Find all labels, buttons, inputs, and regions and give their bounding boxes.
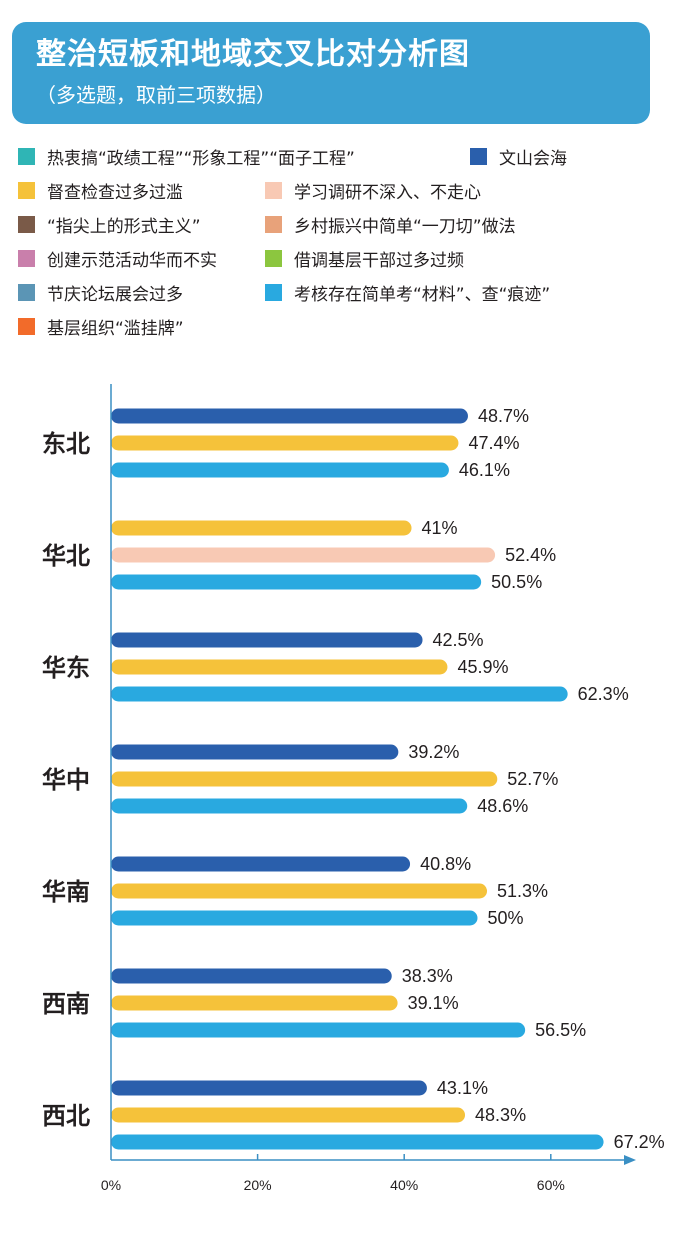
legend-swatch bbox=[18, 317, 35, 335]
data-label: 45.9% bbox=[457, 657, 508, 677]
bar bbox=[111, 632, 423, 648]
legend-swatch bbox=[265, 181, 282, 199]
data-label: 42.5% bbox=[433, 630, 484, 650]
legend-swatch bbox=[18, 215, 35, 233]
data-label: 50% bbox=[488, 908, 524, 928]
region-label: 华东 bbox=[42, 654, 90, 682]
title-banner: 整治短板和地域交叉比对分析图 （多选题，取前三项数据） bbox=[12, 22, 650, 124]
data-label: 39.1% bbox=[408, 993, 459, 1013]
data-label: 56.5% bbox=[535, 1020, 586, 1040]
legend-label: 热衷搞“政绩工程”“形象工程”“面子工程” bbox=[47, 148, 355, 169]
data-label: 62.3% bbox=[578, 684, 629, 704]
data-label: 48.3% bbox=[475, 1105, 526, 1125]
legend-label: 基层组织“滥挂牌” bbox=[47, 318, 184, 339]
legend-item: 基层组织“滥挂牌” bbox=[18, 314, 184, 339]
legend-item: 督查检查过多过滥 bbox=[18, 178, 183, 203]
legend-label: 节庆论坛展会过多 bbox=[47, 284, 183, 305]
x-axis-arrow bbox=[624, 1155, 636, 1165]
data-label: 48.6% bbox=[477, 796, 528, 816]
legend-swatch bbox=[265, 249, 282, 267]
bar bbox=[111, 910, 478, 926]
x-tick-label: 60% bbox=[537, 1177, 565, 1193]
bar bbox=[111, 1080, 427, 1096]
legend-swatch bbox=[265, 215, 282, 233]
chart-subtitle: （多选题，取前三项数据） bbox=[36, 83, 276, 107]
bar bbox=[111, 686, 568, 702]
legend-label: 考核存在简单考“材料”、查“痕迹” bbox=[294, 284, 551, 305]
bar bbox=[111, 659, 448, 675]
bar bbox=[111, 462, 449, 478]
legend-item: 文山会海 bbox=[470, 144, 567, 169]
chart-title: 整治短板和地域交叉比对分析图 bbox=[36, 37, 470, 72]
legend-swatch bbox=[470, 147, 487, 165]
legend-item: 乡村振兴中简单“一刀切”做法 bbox=[265, 212, 516, 237]
legend-label: 学习调研不深入、不走心 bbox=[294, 182, 481, 203]
region-label: 华南 bbox=[42, 878, 90, 906]
bar bbox=[111, 1107, 466, 1123]
bar bbox=[111, 520, 412, 536]
data-label: 50.5% bbox=[491, 572, 542, 592]
bar bbox=[111, 856, 411, 872]
legend-label: 督查检查过多过滥 bbox=[47, 182, 183, 203]
legend-swatch bbox=[18, 249, 35, 267]
legend-item: 学习调研不深入、不走心 bbox=[265, 178, 481, 203]
region-label: 西北 bbox=[42, 1102, 90, 1130]
data-label: 52.4% bbox=[505, 545, 556, 565]
bar bbox=[111, 883, 488, 899]
data-label: 40.8% bbox=[420, 854, 471, 874]
bar bbox=[111, 574, 482, 590]
x-tick-label: 20% bbox=[244, 1177, 272, 1193]
legend-item: “指尖上的形式主义” bbox=[18, 212, 201, 237]
x-tick-label: 0% bbox=[101, 1177, 121, 1193]
legend-item: 借调基层干部过多过频 bbox=[265, 246, 464, 271]
region-label: 东北 bbox=[42, 430, 90, 458]
legend-item: 热衷搞“政绩工程”“形象工程”“面子工程” bbox=[18, 144, 355, 169]
data-label: 48.7% bbox=[478, 406, 529, 426]
legend-label: 文山会海 bbox=[499, 148, 567, 169]
data-label: 46.1% bbox=[459, 460, 510, 480]
data-label: 38.3% bbox=[402, 966, 453, 986]
x-tick-label: 40% bbox=[390, 1177, 418, 1193]
data-label: 39.2% bbox=[408, 742, 459, 762]
legend-label: “指尖上的形式主义” bbox=[47, 216, 201, 237]
legend: 热衷搞“政绩工程”“形象工程”“面子工程” 文山会海 督查检查过多过滥 学习调研… bbox=[0, 0, 680, 370]
legend-swatch bbox=[265, 283, 282, 301]
bar bbox=[111, 435, 459, 451]
data-label: 41% bbox=[422, 518, 458, 538]
bar bbox=[111, 547, 496, 563]
region-label: 华北 bbox=[42, 542, 90, 570]
bar bbox=[111, 798, 468, 814]
data-label: 43.1% bbox=[437, 1078, 488, 1098]
legend-swatch bbox=[18, 181, 35, 199]
legend-item: 节庆论坛展会过多 bbox=[18, 280, 183, 305]
legend-swatch bbox=[18, 283, 35, 301]
data-label: 67.2% bbox=[614, 1132, 665, 1152]
data-label: 51.3% bbox=[497, 881, 548, 901]
bar bbox=[111, 771, 498, 787]
region-label: 西南 bbox=[42, 990, 90, 1018]
legend-label: 乡村振兴中简单“一刀切”做法 bbox=[294, 216, 516, 237]
legend-label: 借调基层干部过多过频 bbox=[294, 250, 464, 271]
bar bbox=[111, 744, 399, 760]
bar bbox=[111, 1022, 526, 1038]
legend-item: 创建示范活动华而不实 bbox=[18, 246, 217, 271]
bar bbox=[111, 408, 468, 424]
legend-swatch bbox=[18, 147, 35, 165]
bar bbox=[111, 1134, 604, 1150]
legend-label: 创建示范活动华而不实 bbox=[47, 250, 217, 271]
data-label: 47.4% bbox=[468, 433, 519, 453]
region-label: 华中 bbox=[42, 766, 90, 794]
legend-item: 考核存在简单考“材料”、查“痕迹” bbox=[265, 280, 551, 305]
bar bbox=[111, 968, 392, 984]
bar bbox=[111, 995, 398, 1011]
data-label: 52.7% bbox=[507, 769, 558, 789]
